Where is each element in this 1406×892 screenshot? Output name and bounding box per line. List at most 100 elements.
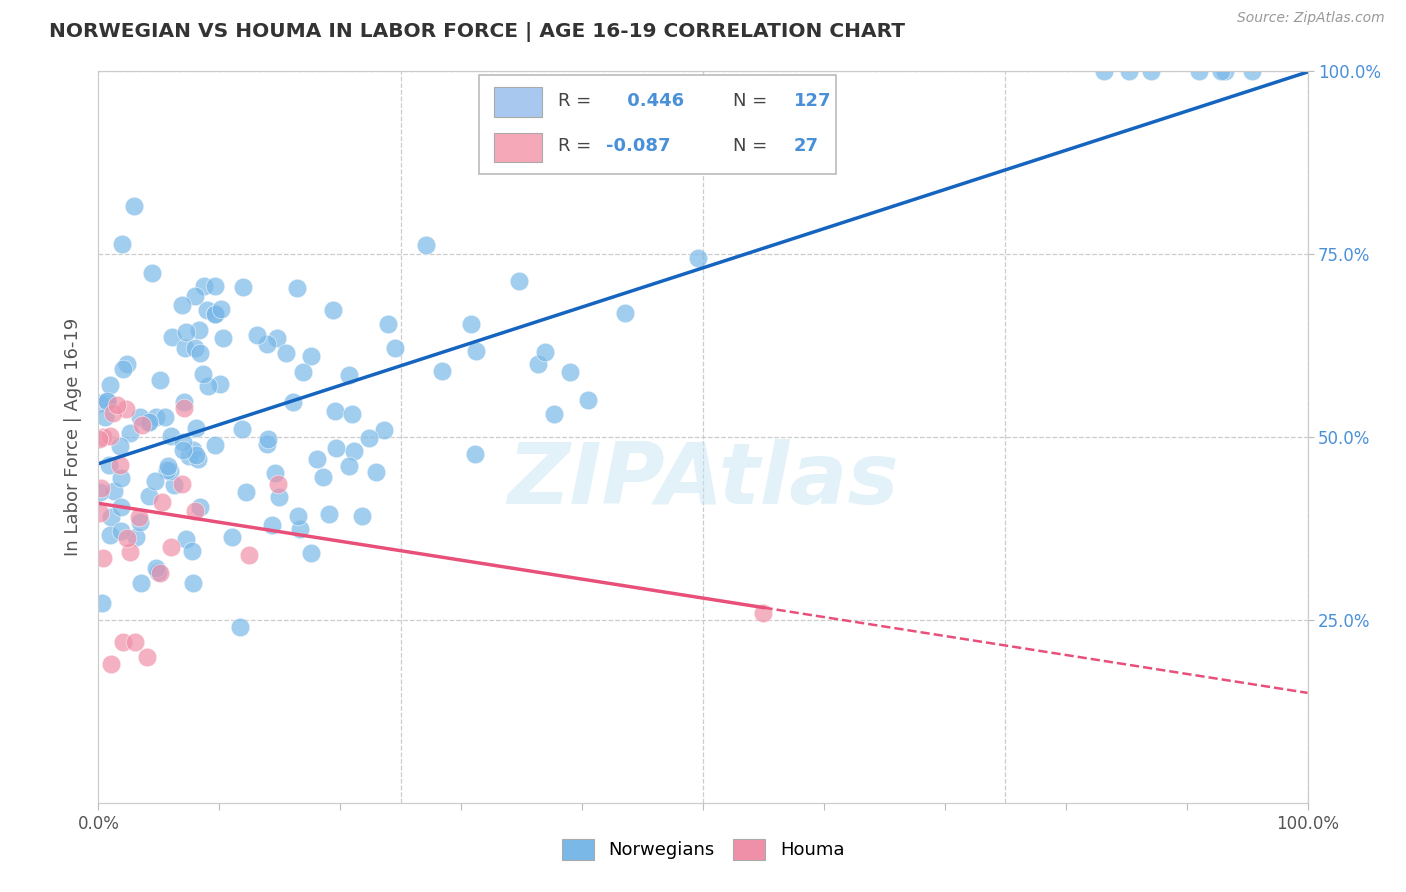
Point (208, 376, 231, 391)
Point (138, 490, 160, 504)
Point (98, 429, 121, 443)
Point (221, 530, 243, 544)
Point (94, 409, 117, 424)
Point (186, 421, 208, 435)
Point (180, 544, 202, 558)
Point (187, 452, 209, 467)
Point (285, 281, 308, 295)
Point (149, 566, 172, 580)
Point (110, 500, 132, 515)
Point (131, 417, 153, 432)
Point (98, 528, 121, 542)
Point (267, 490, 290, 504)
Point (108, 458, 131, 472)
Point (145, 409, 167, 424)
Text: 127: 127 (793, 92, 831, 110)
Point (343, 444, 366, 458)
Point (305, 452, 328, 467)
Point (1139, 64, 1161, 78)
Point (1213, 64, 1236, 78)
Point (128, 515, 150, 529)
Point (159, 540, 181, 554)
Point (752, 606, 775, 620)
Text: 0.446: 0.446 (621, 92, 683, 110)
Point (118, 426, 141, 441)
Point (100, 657, 122, 671)
Point (181, 576, 204, 591)
Text: 27: 27 (793, 137, 818, 155)
Point (124, 199, 146, 213)
Point (527, 357, 550, 371)
Point (179, 449, 201, 463)
Point (576, 392, 599, 407)
Point (318, 507, 340, 521)
Point (299, 546, 322, 560)
Point (156, 458, 179, 473)
Point (238, 549, 260, 563)
Y-axis label: In Labor Force | Age 16-19: In Labor Force | Age 16-19 (65, 318, 83, 557)
Point (267, 477, 290, 491)
Point (558, 366, 581, 380)
Point (110, 471, 132, 485)
Point (266, 331, 288, 345)
Point (146, 565, 169, 579)
Text: -0.087: -0.087 (606, 137, 671, 155)
Point (160, 429, 183, 443)
Point (111, 635, 134, 649)
Point (173, 341, 195, 355)
Point (187, 323, 209, 337)
Point (274, 346, 297, 360)
Point (256, 432, 278, 446)
Point (1118, 64, 1140, 78)
Point (101, 406, 124, 420)
Point (186, 449, 208, 463)
Point (153, 409, 176, 424)
Text: R =: R = (558, 137, 598, 155)
Legend: Norwegians, Houma: Norwegians, Houma (554, 831, 852, 867)
Point (172, 443, 194, 458)
Point (184, 504, 207, 518)
Point (325, 441, 347, 455)
Point (156, 463, 179, 477)
Point (124, 635, 146, 649)
Point (377, 317, 399, 331)
Point (245, 327, 267, 342)
Point (110, 236, 132, 251)
Point (195, 302, 218, 317)
Point (430, 364, 453, 378)
Point (290, 522, 312, 536)
Point (460, 317, 482, 331)
Point (112, 362, 135, 376)
Point (110, 524, 132, 538)
Point (281, 395, 304, 409)
Point (105, 398, 128, 412)
Point (87, 395, 110, 409)
Point (1209, 64, 1232, 78)
Point (173, 401, 195, 416)
Point (228, 620, 250, 634)
Point (534, 345, 557, 359)
FancyBboxPatch shape (479, 75, 837, 174)
Point (172, 434, 194, 449)
Point (115, 401, 138, 416)
Point (262, 517, 284, 532)
Point (108, 438, 131, 452)
Point (172, 477, 194, 491)
Point (204, 307, 226, 321)
Point (384, 341, 406, 355)
Point (340, 407, 363, 421)
Point (299, 349, 322, 363)
Text: NORWEGIAN VS HOUMA IN LABOR FORCE | AGE 16-19 CORRELATION CHART: NORWEGIAN VS HOUMA IN LABOR FORCE | AGE … (49, 22, 905, 42)
Point (143, 474, 166, 488)
Point (264, 466, 287, 480)
Point (145, 561, 167, 575)
Point (174, 325, 197, 339)
Point (292, 365, 315, 379)
Point (190, 500, 212, 514)
Point (96, 393, 118, 408)
Text: N =: N = (734, 92, 773, 110)
Point (212, 331, 235, 345)
Point (128, 409, 150, 424)
Point (128, 510, 150, 524)
Point (1188, 64, 1211, 78)
